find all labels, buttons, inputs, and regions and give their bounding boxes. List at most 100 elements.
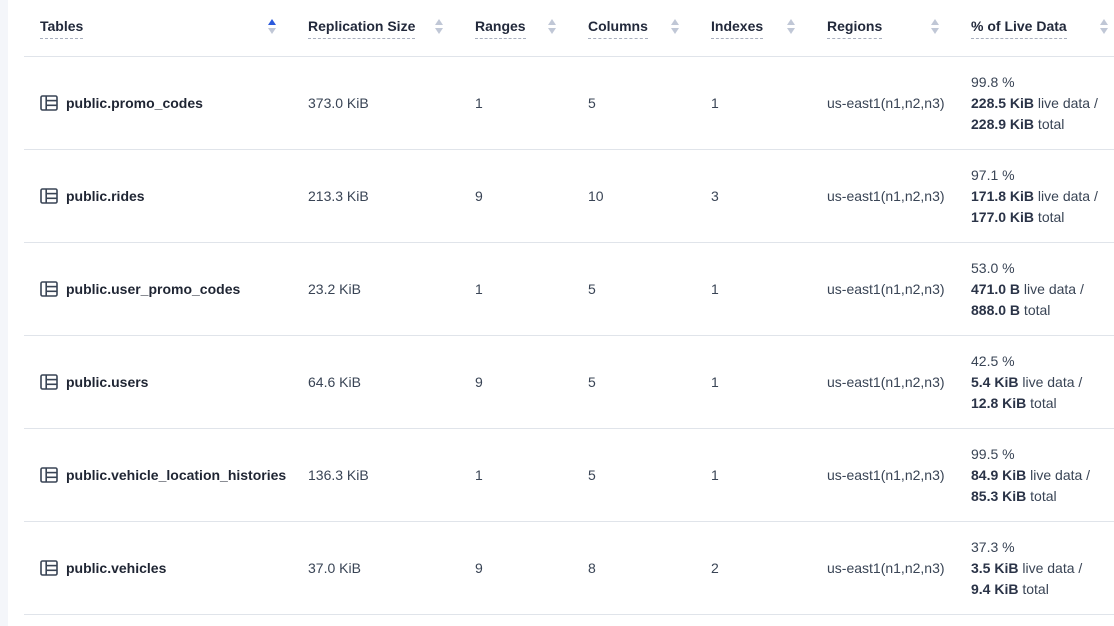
- tables-card: Tables Replication Size Ranges Columns I…: [8, 0, 1114, 626]
- live-data-cell: 99.5 % 84.9 KiB live data / 85.3 KiB tot…: [971, 444, 1114, 507]
- regions-cell: us-east1(n1,n2,n3): [827, 95, 945, 111]
- live-data-cell: 53.0 % 471.0 B live data / 888.0 B total: [971, 258, 1114, 321]
- columns-cell: 10: [588, 188, 604, 204]
- total-data-size: 9.4 KiB total: [971, 580, 1049, 597]
- sort-icon[interactable]: [435, 18, 443, 34]
- live-data-percent: 42.5 %: [971, 352, 1015, 369]
- ranges-cell: 9: [475, 374, 483, 390]
- table-name-link[interactable]: public.vehicle_location_histories: [66, 467, 287, 483]
- total-data-size: 888.0 B total: [971, 301, 1051, 318]
- column-header-ranges[interactable]: Ranges: [475, 18, 588, 39]
- column-header-columns[interactable]: Columns: [588, 18, 711, 39]
- replication-size-cell: 23.2 KiB: [308, 281, 361, 297]
- table-name-cell[interactable]: public.user_promo_codes: [40, 281, 308, 297]
- ranges-cell: 1: [475, 281, 483, 297]
- column-header-label: Regions: [827, 18, 883, 39]
- regions-cell: us-east1(n1,n2,n3): [827, 467, 945, 483]
- sort-icon[interactable]: [548, 18, 556, 34]
- column-header-regions[interactable]: Regions: [827, 18, 971, 39]
- sort-icon[interactable]: [931, 18, 939, 34]
- column-header-label: Ranges: [475, 18, 526, 39]
- sort-desc-icon: [671, 27, 679, 34]
- column-header-indexes[interactable]: Indexes: [711, 18, 827, 39]
- columns-cell: 5: [588, 95, 596, 111]
- live-data-cell: 37.3 % 3.5 KiB live data / 9.4 KiB total: [971, 537, 1114, 600]
- table-icon: [40, 467, 58, 483]
- tables-table: Tables Replication Size Ranges Columns I…: [24, 0, 1114, 615]
- table-row: public.rides 213.3 KiB 9 10 3 us-east1(n…: [24, 150, 1114, 243]
- live-data-percent: 99.8 %: [971, 73, 1015, 90]
- sort-icon[interactable]: [787, 18, 795, 34]
- regions-cell: us-east1(n1,n2,n3): [827, 281, 945, 297]
- sort-desc-icon: [787, 27, 795, 34]
- sort-asc-icon: [671, 18, 679, 25]
- table-header-row: Tables Replication Size Ranges Columns I…: [24, 0, 1114, 57]
- live-data-percent: 97.1 %: [971, 166, 1015, 183]
- live-data-size: 84.9 KiB live data /: [971, 466, 1091, 483]
- columns-cell: 8: [588, 560, 596, 576]
- sort-asc-icon: [931, 18, 939, 25]
- replication-size-cell: 136.3 KiB: [308, 467, 369, 483]
- column-header-label: Indexes: [711, 18, 764, 39]
- table-icon: [40, 374, 58, 390]
- indexes-cell: 1: [711, 281, 719, 297]
- ranges-cell: 1: [475, 467, 483, 483]
- live-data-percent: 53.0 %: [971, 259, 1015, 276]
- live-data-size: 3.5 KiB live data /: [971, 559, 1083, 576]
- sort-desc-icon: [931, 27, 939, 34]
- table-name-link[interactable]: public.users: [66, 374, 149, 390]
- column-header-live-data[interactable]: % of Live Data: [971, 18, 1114, 39]
- table-name-link[interactable]: public.rides: [66, 188, 145, 204]
- column-header-label: Tables: [40, 18, 84, 39]
- table-name-link[interactable]: public.vehicles: [66, 560, 167, 576]
- column-header-replication-size[interactable]: Replication Size: [308, 18, 475, 39]
- sort-asc-icon: [787, 18, 795, 25]
- table-row: public.vehicles 37.0 KiB 9 8 2 us-east1(…: [24, 522, 1114, 615]
- sort-asc-icon: [268, 18, 276, 25]
- total-data-size: 228.9 KiB total: [971, 115, 1065, 132]
- indexes-cell: 3: [711, 188, 719, 204]
- sort-desc-icon: [268, 27, 276, 34]
- columns-cell: 5: [588, 281, 596, 297]
- table-icon: [40, 95, 58, 111]
- table-row: public.vehicle_location_histories 136.3 …: [24, 429, 1114, 522]
- total-data-size: 177.0 KiB total: [971, 208, 1065, 225]
- ranges-cell: 1: [475, 95, 483, 111]
- sort-desc-icon: [1100, 27, 1108, 34]
- table-icon: [40, 281, 58, 297]
- table-name-cell[interactable]: public.vehicle_location_histories: [40, 467, 308, 483]
- sort-asc-icon: [1100, 18, 1108, 25]
- indexes-cell: 1: [711, 95, 719, 111]
- table-icon: [40, 560, 58, 576]
- sort-asc-icon: [548, 18, 556, 25]
- regions-cell: us-east1(n1,n2,n3): [827, 188, 945, 204]
- table-name-link[interactable]: public.promo_codes: [66, 95, 203, 111]
- live-data-cell: 99.8 % 228.5 KiB live data / 228.9 KiB t…: [971, 72, 1114, 135]
- replication-size-cell: 37.0 KiB: [308, 560, 361, 576]
- column-header-label: Replication Size: [308, 18, 416, 39]
- live-data-cell: 42.5 % 5.4 KiB live data / 12.8 KiB tota…: [971, 351, 1114, 414]
- ranges-cell: 9: [475, 188, 483, 204]
- table-name-cell[interactable]: public.rides: [40, 188, 308, 204]
- sort-icon[interactable]: [671, 18, 679, 34]
- column-header-label: Columns: [588, 18, 648, 39]
- live-data-size: 5.4 KiB live data /: [971, 373, 1083, 390]
- table-name-cell[interactable]: public.users: [40, 374, 308, 390]
- sort-desc-icon: [435, 27, 443, 34]
- columns-cell: 5: [588, 467, 596, 483]
- sort-icon[interactable]: [268, 18, 276, 34]
- replication-size-cell: 64.6 KiB: [308, 374, 361, 390]
- table-name-link[interactable]: public.user_promo_codes: [66, 281, 241, 297]
- indexes-cell: 1: [711, 374, 719, 390]
- live-data-size: 171.8 KiB live data /: [971, 187, 1098, 204]
- columns-cell: 5: [588, 374, 596, 390]
- column-header-tables[interactable]: Tables: [40, 18, 308, 39]
- table-name-cell[interactable]: public.promo_codes: [40, 95, 308, 111]
- sort-icon[interactable]: [1100, 18, 1108, 34]
- table-name-cell[interactable]: public.vehicles: [40, 560, 308, 576]
- regions-cell: us-east1(n1,n2,n3): [827, 374, 945, 390]
- table-row: public.promo_codes 373.0 KiB 1 5 1 us-ea…: [24, 57, 1114, 150]
- total-data-size: 85.3 KiB total: [971, 487, 1057, 504]
- indexes-cell: 1: [711, 467, 719, 483]
- ranges-cell: 9: [475, 560, 483, 576]
